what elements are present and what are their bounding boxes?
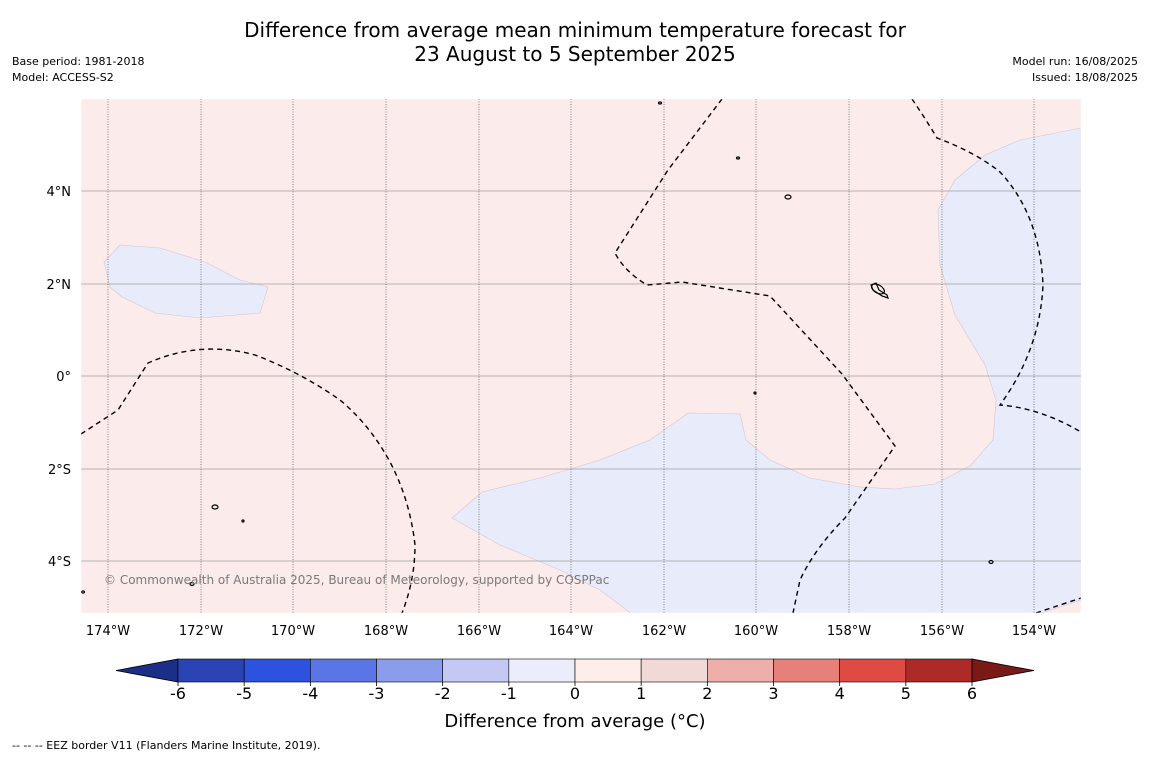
colorbar-segment [376, 658, 443, 683]
colorbar-segment [177, 658, 245, 683]
colorbar-tick-label: -6 [170, 684, 186, 703]
island-southeast [988, 559, 994, 565]
colorbar-tick-label: -5 [236, 684, 252, 703]
colorbar-tick-label: -3 [369, 684, 385, 703]
island-kiritimati-lagoon [870, 282, 889, 299]
eez-border-kiribati-west [81, 348, 416, 613]
colorbar-tick-label: 4 [835, 684, 845, 703]
colorbar-tick-label: 2 [702, 684, 712, 703]
colorbar-tick-label: 3 [768, 684, 778, 703]
colorbar-tick-label: 6 [967, 684, 977, 703]
cool-region-west [103, 244, 269, 319]
lon-gridlines [107, 99, 1035, 613]
colorbar-segment [707, 658, 774, 683]
colorbar-tick-label: 0 [570, 684, 580, 703]
copyright-text: © Commonwealth of Australia 2025, Bureau… [104, 573, 609, 587]
colorbar-segment [905, 658, 973, 683]
islands [81, 101, 994, 594]
lon-label: 168°W [364, 624, 408, 639]
island-west-a [211, 504, 219, 510]
colorbar-tick-label: -4 [302, 684, 318, 703]
colorbar-tick-label: 1 [636, 684, 646, 703]
colorbar-segment [508, 658, 576, 683]
chart-title: Difference from average mean minimum tem… [0, 18, 1150, 66]
lon-label: 162°W [642, 624, 686, 639]
lon-label: 170°W [271, 624, 315, 639]
eez-footnote: -- -- -- EEZ border V11 (Flanders Marine… [12, 739, 321, 752]
lat-label: 2°N [47, 278, 72, 293]
colorbar-segment [640, 658, 708, 683]
lon-label: 154°W [1012, 624, 1056, 639]
colorbar-segment [839, 658, 907, 683]
colorbar-segment [773, 658, 840, 683]
lon-labels: 174°W 172°W 170°W 168°W 166°W 164°W 162°… [86, 624, 1056, 639]
colorbar-tick-label: -2 [435, 684, 451, 703]
colorbar-segment [442, 658, 510, 683]
island-tabuaeran [784, 194, 792, 200]
island-teraina [735, 156, 741, 160]
map-panel: © Commonwealth of Australia 2025, Bureau… [81, 99, 1081, 613]
colorbar-extend-high [971, 658, 1035, 683]
lat-label: 2°S [48, 463, 71, 478]
lat-gridlines [81, 190, 1081, 562]
colorbar [115, 658, 1035, 683]
issued-date: Issued: 18/08/2025 [1031, 71, 1138, 84]
eez-border-line-islands [614, 99, 896, 613]
meta-left: Base period: 1981-2018 Model: ACCESS-S2 [12, 54, 144, 86]
lat-label: 4°S [48, 555, 71, 570]
cool-region-south [451, 127, 1081, 613]
eez-border-east [911, 99, 1081, 433]
title-line-2: 23 August to 5 September 2025 [414, 42, 736, 66]
colorbar-segment [310, 658, 377, 683]
lat-labels: 4°N 2°N 0° 2°S 4°S [47, 185, 72, 570]
meta-right: Model run: 16/08/2025 Issued: 18/08/2025 [1012, 54, 1138, 86]
colorbar-tick-label: -1 [501, 684, 517, 703]
colorbar-label: Difference from average (°C) [444, 711, 705, 732]
model-run: Model run: 16/08/2025 [1012, 55, 1138, 68]
lon-label: 156°W [920, 624, 964, 639]
lat-label: 0° [56, 370, 71, 385]
lon-label: 160°W [734, 624, 778, 639]
lon-label: 174°W [86, 624, 130, 639]
lon-label: 172°W [179, 624, 223, 639]
lon-label: 158°W [827, 624, 871, 639]
lon-label: 164°W [549, 624, 593, 639]
lon-label: 166°W [457, 624, 501, 639]
colorbar-ticks: -6 -5 -4 -3 -2 -1 0 1 2 3 4 5 6 [170, 682, 977, 703]
colorbar-segment [574, 658, 642, 683]
lat-label: 4°N [47, 185, 72, 200]
colorbar-segment [243, 658, 311, 683]
model-name: Model: ACCESS-S2 [12, 71, 114, 84]
island-west-b [241, 519, 245, 523]
island-west-c [189, 581, 195, 587]
title-line-1: Difference from average mean minimum tem… [244, 18, 906, 42]
colorbar-tick-label: 5 [901, 684, 911, 703]
island-jarvis [753, 391, 757, 395]
island-small-north [657, 101, 663, 105]
base-period: Base period: 1981-2018 [12, 55, 145, 68]
eez-borders [81, 99, 1081, 613]
eez-border-southeast [1035, 597, 1081, 613]
island-far-west [81, 590, 86, 594]
colorbar-extend-low [115, 658, 179, 683]
